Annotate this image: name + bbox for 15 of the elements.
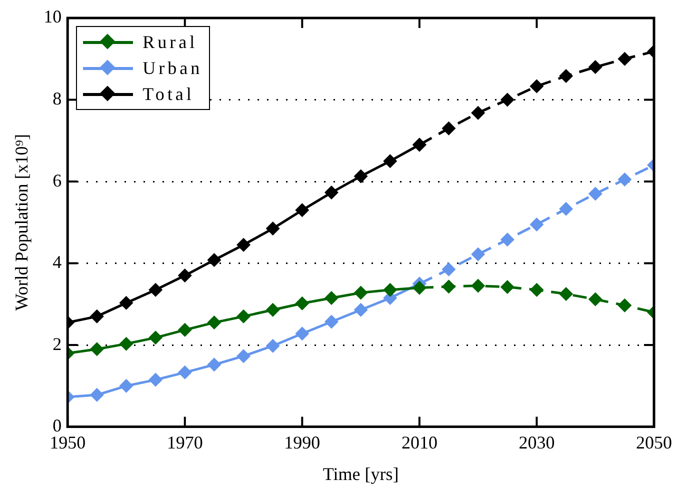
y-tick-label: 4 <box>52 252 62 272</box>
x-tick-label: 2030 <box>518 432 555 452</box>
x-tick-label: 2010 <box>401 432 438 452</box>
legend-label: Rural <box>142 32 198 52</box>
y-tick-label: 2 <box>52 334 62 354</box>
legend-label: Urban <box>142 58 203 78</box>
y-axis-title: World Population [x10⁹] <box>12 134 32 311</box>
legend-label: Total <box>142 84 194 104</box>
x-tick-label: 1990 <box>284 432 320 452</box>
y-tick-label: 10 <box>44 6 62 27</box>
x-axis-title: Time [yrs] <box>322 464 399 484</box>
y-tick-label: 8 <box>52 88 62 108</box>
x-tick-label: 1970 <box>166 432 203 452</box>
x-tick-label: 2050 <box>636 432 672 452</box>
y-tick-label: 6 <box>52 170 62 190</box>
